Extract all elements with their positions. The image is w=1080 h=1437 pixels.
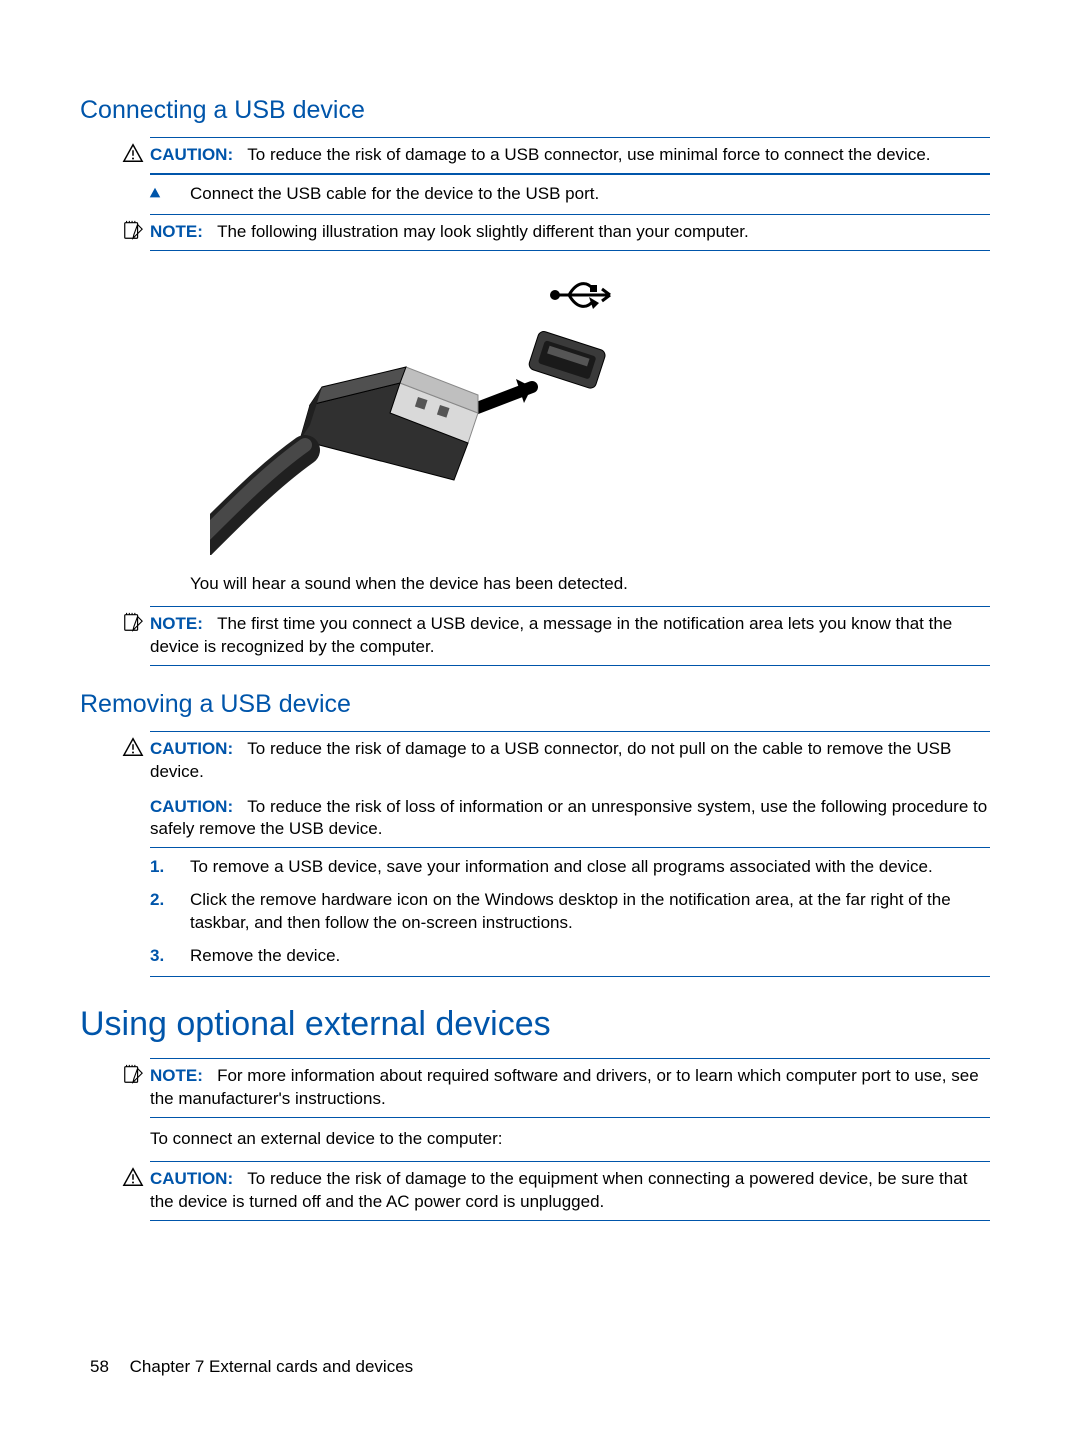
caution-label: CAUTION: [150,739,233,758]
triangle-bullet-icon [148,184,164,200]
caution-icon [122,736,146,760]
step-number: 1. [150,856,190,879]
caution-icon [122,1166,146,1190]
note-icon [122,1063,146,1087]
heading-removing-usb: Removing a USB device [80,690,990,719]
caution-block: CAUTION: To reduce the risk of damage to… [150,731,990,849]
step-row: 1. To remove a USB device, save your inf… [150,856,990,879]
note-label: NOTE: [150,1066,203,1085]
caution-label: CAUTION: [150,1169,233,1188]
heading-connecting-usb: Connecting a USB device [80,96,990,125]
note-text: For more information about required soft… [150,1066,979,1108]
note-block: NOTE: For more information about require… [150,1058,990,1118]
chapter-label: Chapter 7 External cards and devices [130,1357,414,1376]
usb-illustration [210,275,670,555]
caution-block: CAUTION: To reduce the risk of damage to… [150,137,990,174]
step-block: Connect the USB cable for the device to … [150,174,990,215]
body-text: You will hear a sound when the device ha… [190,573,990,596]
note-text: The following illustration may look slig… [217,222,749,241]
caution-label: CAUTION: [150,797,233,816]
caution-text: To reduce the risk of damage to the equi… [150,1169,967,1211]
numbered-steps: 1. To remove a USB device, save your inf… [150,848,990,977]
step-number: 2. [150,889,190,912]
step-text: Connect the USB cable for the device to … [190,183,990,206]
caution-icon [122,142,146,166]
note-text: The first time you connect a USB device,… [150,614,952,656]
step-text: Remove the device. [190,945,990,968]
note-block: NOTE: The following illustration may loo… [150,215,990,251]
step-row: 3. Remove the device. [150,945,990,968]
page-number: 58 [90,1357,109,1376]
step-text: To remove a USB device, save your inform… [190,856,990,879]
heading-using-external: Using optional external devices [80,1005,990,1044]
document-page: Connecting a USB device CAUTION: To redu… [0,0,1080,1437]
caution-text [238,145,247,164]
note-label: NOTE: [150,222,203,241]
note-block: NOTE: The first time you connect a USB d… [150,606,990,666]
caution-block: CAUTION: To reduce the risk of damage to… [150,1162,990,1221]
note-icon [122,611,146,635]
step-row: Connect the USB cable for the device to … [150,183,990,206]
note-label: NOTE: [150,614,203,633]
caution-text-body: To reduce the risk of damage to a USB co… [247,145,930,164]
step-number: 3. [150,945,190,968]
step-text: Click the remove hardware icon on the Wi… [190,889,990,935]
body-text: To connect an external device to the com… [150,1118,990,1162]
step-row: 2. Click the remove hardware icon on the… [150,889,990,935]
caution-text: To reduce the risk of damage to a USB co… [150,739,951,781]
caution-text: To reduce the risk of loss of informatio… [150,797,987,839]
note-icon [122,219,146,243]
caution-label: CAUTION: [150,145,233,164]
page-footer: 58 Chapter 7 External cards and devices [90,1357,413,1377]
